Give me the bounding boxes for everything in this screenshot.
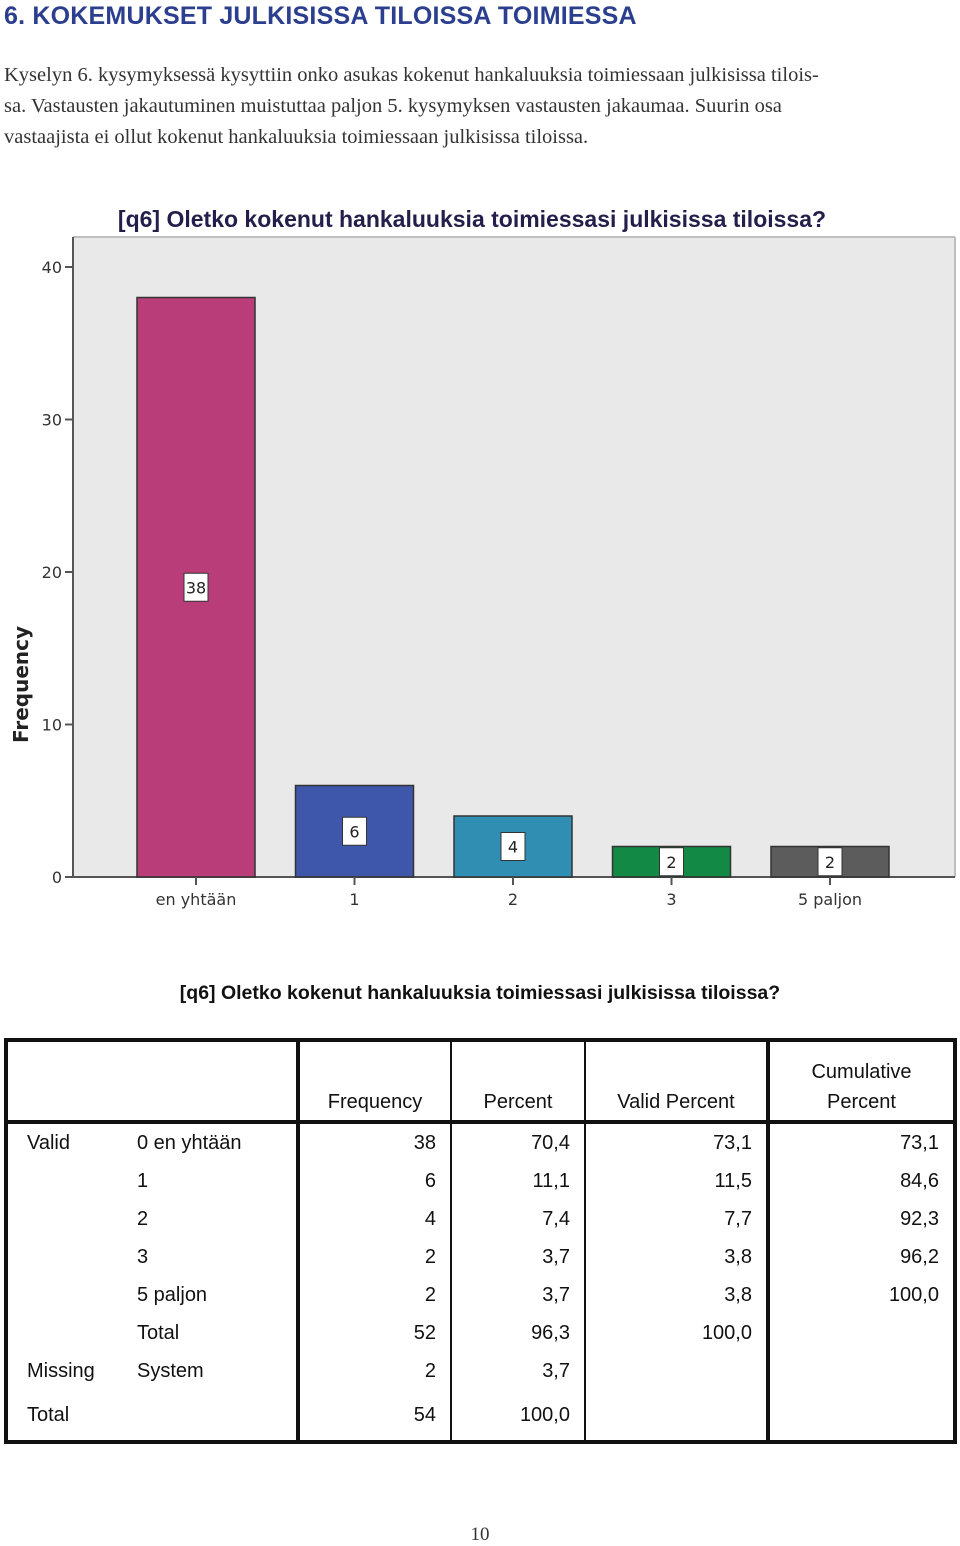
row-label: 5 paljon	[137, 1283, 208, 1306]
data-label: 4	[508, 838, 518, 857]
cell-valid-percent: 100,0	[584, 1314, 768, 1352]
cell-frequency: 4	[296, 1200, 451, 1238]
row-label: 0 en yhtään	[137, 1131, 242, 1154]
cell-cumulative-percent	[766, 1390, 955, 1442]
y-tick-label: 30	[42, 411, 62, 430]
data-label-box	[817, 847, 843, 877]
x-tick-label: en yhtään	[156, 890, 237, 909]
data-label-box	[659, 847, 684, 877]
row-label: System	[137, 1359, 204, 1382]
data-label-box	[500, 832, 526, 861]
header-empty	[6, 1040, 298, 1122]
cell-cumulative-percent	[766, 1352, 955, 1390]
data-label: 2	[825, 853, 835, 872]
cell-frequency: 6	[296, 1162, 451, 1200]
cell-valid-percent: 73,1	[584, 1122, 768, 1162]
table-row: Total 54 100,0	[6, 1390, 955, 1442]
row-group: Valid	[27, 1131, 70, 1154]
cell-frequency: 54	[296, 1390, 451, 1442]
cell-percent: 100,0	[450, 1390, 585, 1442]
frequency-table: Frequency Percent Valid Percent Cumulati…	[4, 1038, 957, 1444]
y-tick-label: 10	[42, 716, 62, 735]
row-label: Total	[137, 1321, 180, 1344]
y-tick-label: 0	[52, 868, 62, 887]
row-label-cell: 1	[6, 1162, 298, 1200]
row-label-cell: Valid 0 en yhtään	[6, 1122, 298, 1162]
cell-frequency: 2	[296, 1276, 451, 1314]
row-label: 1	[137, 1169, 149, 1192]
data-label: 38	[186, 578, 206, 597]
table-row: Total 52 96,3 100,0	[6, 1314, 955, 1352]
header-cumulative-percent: Cumulative Percent	[766, 1040, 955, 1122]
frequency-bar-chart: [q6] Oletko kokenut hankaluuksia toimies…	[9, 206, 956, 909]
cell-frequency: 38	[296, 1122, 451, 1162]
header-cumulative-line1: Cumulative	[811, 1061, 912, 1083]
table-row: 1 6 11,1 11,5 84,6	[6, 1162, 955, 1200]
header-frequency: Frequency	[296, 1040, 451, 1122]
cell-frequency: 2	[296, 1238, 451, 1276]
cell-cumulative-percent: 96,2	[766, 1238, 955, 1276]
y-axis-label: Frequency	[9, 626, 33, 743]
y-tick-label: 20	[42, 563, 62, 582]
bar	[294, 784, 415, 878]
cell-percent: 11,1	[450, 1162, 585, 1200]
cell-percent: 96,3	[450, 1314, 585, 1352]
intro-line: vastaajista ei ollut kokenut hankaluuksi…	[4, 126, 589, 148]
cell-valid-percent: 3,8	[584, 1238, 768, 1276]
row-label: 2	[137, 1207, 149, 1230]
data-label-box	[342, 816, 367, 846]
row-label-cell: 2	[6, 1200, 298, 1238]
row-label-cell: Total	[6, 1390, 298, 1442]
table-row: 5 paljon 2 3,7 3,8 100,0	[6, 1276, 955, 1314]
x-tick-label: 1	[349, 890, 359, 909]
page-number: 10	[470, 1524, 490, 1545]
cell-percent: 3,7	[450, 1352, 585, 1390]
cell-cumulative-percent: 92,3	[766, 1200, 955, 1238]
intro-paragraph: Kyselyn 6. kysymyksessä kysyttiin onko a…	[4, 60, 960, 153]
header-percent: Percent	[450, 1040, 585, 1122]
row-group: Missing	[27, 1359, 95, 1382]
cell-cumulative-percent: 73,1	[766, 1122, 955, 1162]
data-label-box	[183, 572, 209, 602]
cell-percent: 3,7	[450, 1276, 585, 1314]
cell-valid-percent: 11,5	[584, 1162, 768, 1200]
y-tick-label: 40	[42, 258, 62, 277]
row-label-cell: Missing System	[6, 1352, 298, 1390]
cell-valid-percent	[584, 1390, 768, 1442]
data-label: 6	[349, 822, 359, 841]
cell-frequency: 2	[296, 1352, 451, 1390]
cell-percent: 3,7	[450, 1238, 585, 1276]
row-label-cell: 5 paljon	[6, 1276, 298, 1314]
row-group: Total	[27, 1403, 70, 1426]
cell-cumulative-percent: 100,0	[766, 1276, 955, 1314]
cell-cumulative-percent: 84,6	[766, 1162, 955, 1200]
table-row: Missing System 2 3,7	[6, 1352, 955, 1390]
row-label: 3	[137, 1245, 149, 1268]
cell-percent: 7,4	[450, 1200, 585, 1238]
chart-title: [q6] Oletko kokenut hankaluuksia toimies…	[118, 206, 826, 232]
x-tick-label: 3	[666, 890, 676, 909]
x-tick-label: 5 paljon	[798, 890, 862, 909]
section-heading: 6. KOKEMUKSET JULKISISSA TILOISSA TOIMIE…	[4, 2, 637, 30]
row-label-cell: 3	[6, 1238, 298, 1276]
data-label: 2	[666, 853, 676, 872]
header-valid-percent: Valid Percent	[584, 1040, 768, 1122]
cell-valid-percent	[584, 1352, 768, 1390]
table-row: 3 2 3,7 3,8 96,2	[6, 1238, 955, 1276]
row-label-cell: Total	[6, 1314, 298, 1352]
intro-line: sa. Vastausten jakautuminen muistuttaa p…	[4, 95, 782, 117]
table-title: [q6] Oletko kokenut hankaluuksia toimies…	[179, 982, 781, 1004]
table-header-row: Frequency Percent Valid Percent Cumulati…	[6, 1040, 955, 1122]
cell-valid-percent: 3,8	[584, 1276, 768, 1314]
cell-percent: 70,4	[450, 1122, 585, 1162]
cell-frequency: 52	[296, 1314, 451, 1352]
table-row: 2 4 7,4 7,7 92,3	[6, 1200, 955, 1238]
intro-line: Kyselyn 6. kysymyksessä kysyttiin onko a…	[4, 64, 819, 86]
x-tick-label: 2	[508, 890, 518, 909]
cell-cumulative-percent	[766, 1314, 955, 1352]
table-row: Valid 0 en yhtään 38 70,4 73,1 73,1	[6, 1122, 955, 1162]
cell-valid-percent: 7,7	[584, 1200, 768, 1238]
header-cumulative-line2: Percent	[827, 1091, 896, 1113]
